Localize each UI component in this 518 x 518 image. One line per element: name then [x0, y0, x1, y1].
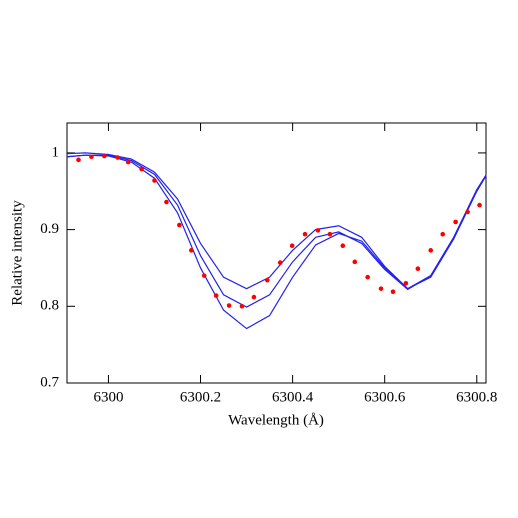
data-point — [201, 273, 207, 278]
data-point — [378, 286, 384, 291]
data-point — [315, 228, 321, 233]
data-point — [327, 231, 333, 237]
data-point — [264, 277, 270, 283]
data-point — [352, 259, 358, 265]
y-axis-label: Relative intensity — [9, 200, 25, 306]
data-point — [76, 157, 81, 163]
data-point — [465, 209, 470, 215]
data-point — [115, 155, 120, 160]
data-point — [440, 231, 446, 237]
x-tick-label: 6300.6 — [364, 389, 406, 405]
data-point — [177, 222, 182, 228]
data-point — [89, 154, 94, 160]
data-point — [477, 202, 482, 208]
y-tick-label: 1 — [52, 144, 60, 160]
data-point — [152, 178, 157, 183]
data-point — [189, 248, 194, 253]
data-point — [125, 159, 131, 165]
model-line — [66, 152, 487, 290]
data-point — [251, 294, 257, 300]
plot-frame — [66, 122, 487, 384]
data-point — [239, 304, 245, 309]
model-line — [66, 154, 487, 330]
data-point — [226, 303, 232, 308]
data-point — [164, 199, 169, 205]
data-point — [139, 166, 144, 172]
data-point — [428, 248, 434, 253]
x-tick-label: 6300.4 — [272, 389, 314, 405]
data-point — [277, 260, 283, 265]
data-point — [403, 280, 409, 286]
y-tick-label: 0.8 — [40, 298, 59, 314]
data-point — [101, 153, 107, 159]
y-tick-label: 0.7 — [40, 374, 59, 390]
data-point — [365, 274, 370, 280]
data-point — [340, 243, 346, 249]
data-point — [453, 219, 458, 225]
x-axis-label: Wavelength (Å) — [228, 412, 324, 428]
data-point — [302, 231, 308, 237]
y-tick-label: 0.9 — [40, 221, 59, 237]
x-tick-label: 6300.8 — [456, 389, 497, 405]
data-point — [213, 293, 219, 298]
data-point — [289, 243, 295, 249]
x-tick-label: 6300.2 — [180, 389, 221, 405]
x-tick-label: 6300 — [93, 389, 123, 405]
data-point — [415, 266, 421, 272]
model-line — [66, 154, 487, 308]
data-point — [390, 289, 396, 295]
